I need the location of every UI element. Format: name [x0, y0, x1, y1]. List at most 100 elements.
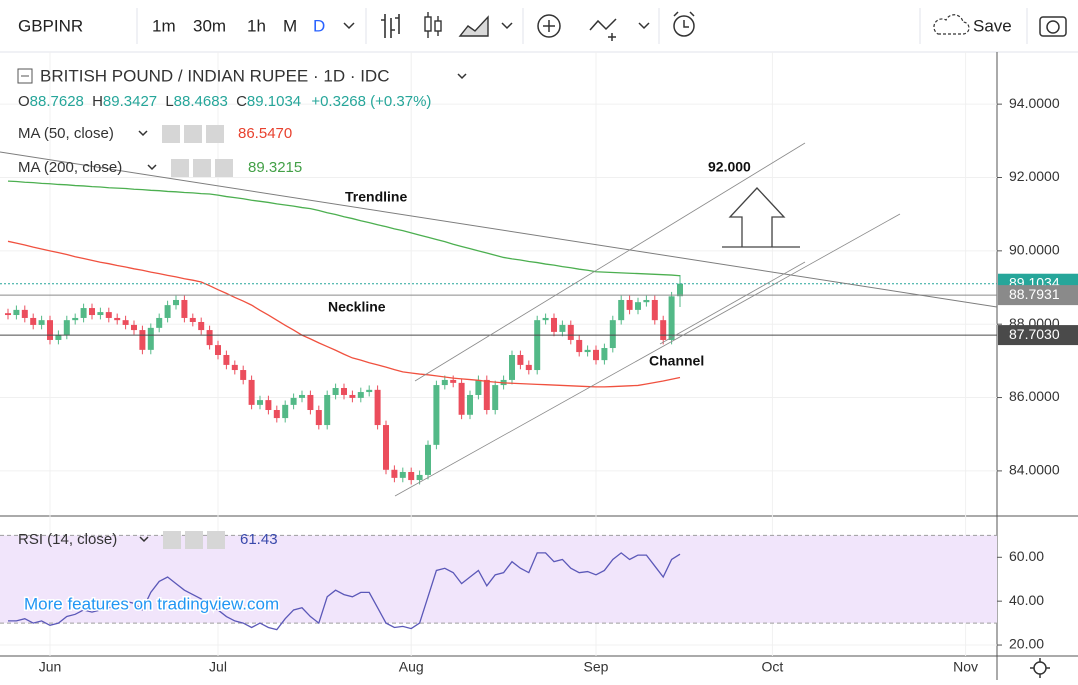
candle-body — [139, 330, 146, 350]
eye-button[interactable] — [162, 125, 180, 143]
y-tick-label: 20.00 — [1009, 636, 1044, 652]
y-tick-label: 86.0000 — [1009, 388, 1060, 404]
candle-body — [38, 320, 45, 325]
candle-body — [257, 400, 263, 405]
candle-body — [492, 385, 499, 411]
alert-icon[interactable] — [673, 11, 695, 28]
candle-body — [651, 299, 658, 321]
candle-body — [97, 312, 104, 316]
snapshot-icon[interactable] — [1046, 20, 1060, 34]
candle-body — [156, 317, 163, 328]
price-label-box — [998, 285, 1078, 306]
y-tick-label: 84.0000 — [1009, 462, 1060, 478]
interval[interactable]: M — [283, 16, 297, 35]
settings-button[interactable] — [193, 159, 211, 177]
candle-body — [559, 324, 566, 332]
candle-body — [366, 389, 373, 393]
remove-button[interactable] — [206, 125, 224, 143]
settings-button[interactable] — [184, 125, 202, 143]
candle-body — [551, 317, 557, 332]
candle-body — [593, 349, 599, 361]
plot-layer — [0, 180, 997, 631]
settings-button[interactable] — [185, 531, 203, 549]
candle-body — [5, 313, 11, 316]
x-tick-label: Nov — [953, 659, 978, 675]
price-label-box — [998, 325, 1078, 346]
y-tick-label: 92.0000 — [1009, 168, 1060, 184]
candle-body — [425, 444, 431, 475]
compare-icon[interactable] — [589, 18, 617, 41]
candle-body — [509, 354, 515, 380]
remove-button[interactable] — [215, 159, 233, 177]
chevron[interactable] — [501, 22, 513, 30]
candle-body — [391, 469, 398, 478]
candle-body — [626, 299, 633, 310]
candle-body — [416, 474, 423, 481]
candle-body — [198, 321, 205, 331]
indicator-value: 86.5470 — [238, 125, 292, 142]
ohlc-label: H — [92, 93, 103, 110]
collapse-icon[interactable] — [17, 68, 33, 84]
rsi-band — [0, 535, 997, 624]
ohlc-label: L — [165, 93, 173, 110]
candle-body — [399, 471, 406, 478]
interval[interactable]: 30m — [193, 16, 226, 35]
candle-body — [441, 379, 448, 386]
channel-line — [414, 142, 806, 382]
chevron[interactable] — [139, 536, 149, 543]
candle-body — [299, 394, 305, 398]
chevron[interactable] — [138, 130, 148, 137]
candle-body — [677, 283, 683, 297]
eye-button[interactable] — [171, 159, 189, 177]
candle-body — [567, 324, 574, 340]
line — [7, 240, 681, 388]
candle-body — [290, 397, 297, 405]
indicator-value: 89.3215 — [248, 159, 302, 176]
snapshot-icon[interactable] — [1039, 16, 1067, 37]
candle-body — [383, 425, 389, 470]
candle-body — [332, 388, 339, 395]
interval-active[interactable]: D — [313, 16, 325, 35]
candles-icon[interactable] — [434, 20, 442, 32]
area-icon[interactable] — [458, 15, 489, 37]
symbol[interactable]: GBPINR — [18, 16, 83, 35]
save-icon[interactable] — [933, 14, 970, 35]
candle-body — [80, 308, 87, 318]
candle-body — [374, 389, 381, 426]
candle-body — [601, 348, 608, 361]
add-indicator[interactable] — [537, 14, 561, 38]
candle-body — [13, 309, 20, 316]
interval[interactable]: 1h — [247, 16, 266, 35]
candle-body — [483, 379, 490, 411]
indicator-value: 61.43 — [240, 531, 278, 548]
chevron[interactable] — [147, 164, 157, 171]
settings-icon[interactable] — [1033, 661, 1047, 675]
x-tick-label: Jun — [39, 659, 62, 675]
bars-icon[interactable] — [381, 14, 400, 38]
chevron[interactable] — [343, 22, 355, 30]
watermark[interactable]: More features on tradingview.com — [23, 593, 281, 615]
channel-line — [394, 213, 901, 497]
candle-body — [341, 388, 347, 395]
add-indicator[interactable] — [543, 20, 555, 32]
candle-body — [105, 312, 112, 318]
ohlc-label: C — [236, 93, 247, 110]
candle-body — [450, 379, 457, 383]
settings-icon[interactable] — [1030, 658, 1050, 678]
eye-button[interactable] — [163, 531, 181, 549]
toolbar: GBPINR 1m 30m 1h M D Save — [0, 0, 1078, 53]
save-button[interactable]: Save — [973, 16, 1012, 35]
target-arrow — [722, 187, 800, 248]
price-label: 88.7931 — [1009, 286, 1060, 302]
chevron[interactable] — [638, 22, 650, 30]
candle-body — [282, 404, 289, 419]
remove-button[interactable] — [207, 531, 225, 549]
candle-body — [458, 382, 465, 415]
alert-icon[interactable] — [673, 15, 695, 37]
drawings — [0, 142, 997, 497]
candles-icon[interactable] — [424, 16, 432, 32]
annotation: 92.000 — [708, 159, 751, 175]
chevron[interactable] — [457, 73, 467, 80]
interval[interactable]: 1m — [152, 16, 176, 35]
